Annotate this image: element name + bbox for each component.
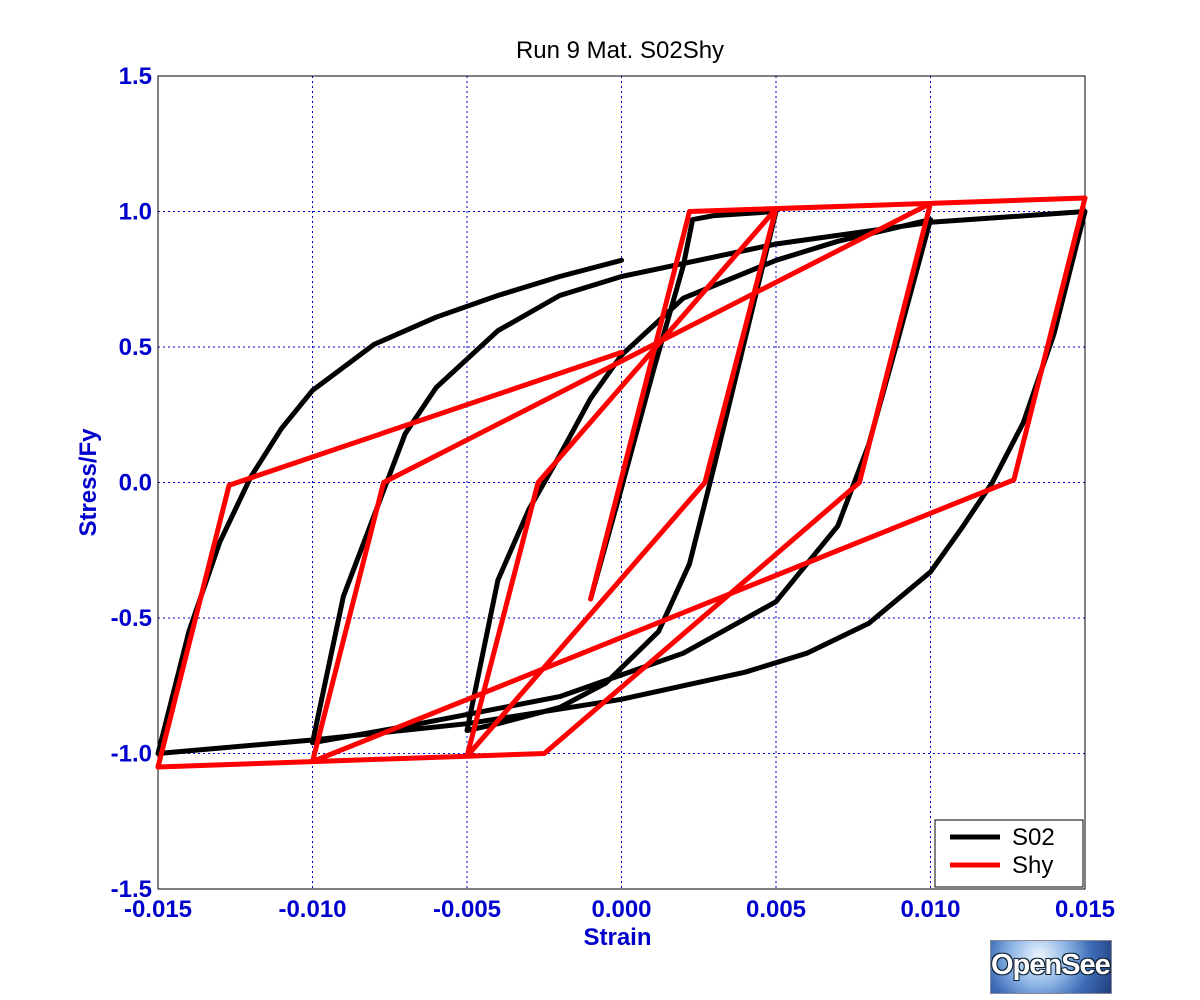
y-tick-label: 0.0 [119,470,152,497]
y-tick-label: 1.5 [119,63,152,90]
y-tick-label: 0.5 [119,334,152,361]
x-tick-label: -0.015 [124,896,192,923]
x-tick-label: 0.015 [1055,896,1115,923]
tick-labels: 1.5 1.0 0.5 0.0 -0.5 -1.0 -1.5-0.015 -0.010 -0.0… [111,63,1115,923]
y-tick-label: 1.0 [119,199,152,226]
legend: S02 Shy [934,819,1084,888]
chart-title: Run 9 Mat. S02Shy [516,37,724,64]
y-tick-label: -1.0 [111,741,152,768]
x-tick-label: -0.010 [278,896,346,923]
legend-label-s02: S02 [1012,824,1055,851]
series-shy [155,195,1088,770]
x-tick-label: 0.005 [746,896,806,923]
legend-box [934,819,1084,888]
x-tick-label: 0.000 [591,896,651,923]
x-tick-label: -0.005 [433,896,501,923]
opensees-logo: OpenSees [990,940,1112,994]
legend-label-shy: Shy [1012,852,1053,879]
y-tick-label: -1.5 [111,876,152,903]
x-axis-label: Strain [583,924,651,951]
logo-text: OpenSees [991,949,1112,981]
plot-frame [157,75,1086,890]
x-tick-label: 0.010 [900,896,960,923]
y-tick-label: -0.5 [111,605,152,632]
y-axis-label: Stress/Fy [75,428,102,537]
series-layer [155,195,1088,770]
